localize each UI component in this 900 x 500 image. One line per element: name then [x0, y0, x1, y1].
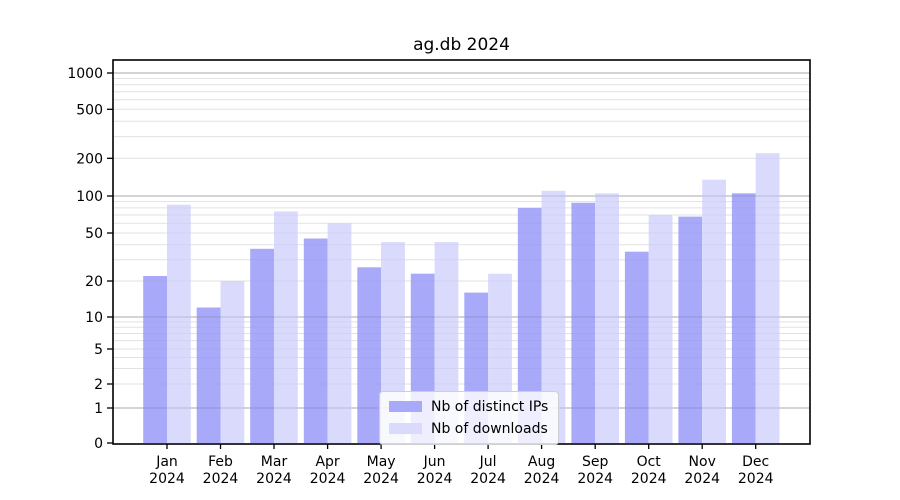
legend-swatch — [389, 423, 422, 434]
x-tick-label: May — [367, 454, 396, 470]
y-tick-label: 2 — [94, 377, 103, 393]
x-tick-label-year: 2024 — [363, 471, 399, 487]
bar — [167, 204, 191, 443]
x-tick-label: Dec — [742, 454, 769, 470]
y-tick-label: 10 — [85, 310, 103, 326]
bar — [678, 216, 703, 443]
x-tick-label: Sep — [582, 454, 609, 470]
y-tick-label: 100 — [76, 189, 103, 205]
legend-label: Nb of downloads — [431, 420, 548, 437]
x-tick-label: Nov — [689, 454, 716, 470]
x-tick-label: Oct — [637, 454, 662, 470]
bar — [250, 248, 274, 443]
y-tick-label: 5 — [94, 342, 103, 358]
x-tick-label-year: 2024 — [684, 471, 720, 487]
bar — [731, 193, 756, 443]
legend-swatch — [389, 401, 422, 412]
bar — [143, 276, 167, 443]
bar — [303, 238, 328, 443]
bar — [220, 281, 245, 443]
x-tick-label-year: 2024 — [631, 471, 667, 487]
grid-overlay — [113, 72, 810, 409]
y-tick-label: 0 — [94, 436, 103, 452]
y-tick-label: 50 — [85, 226, 103, 242]
x-tick-label-year: 2024 — [738, 471, 774, 487]
bar — [595, 193, 619, 443]
bar — [648, 215, 673, 443]
legend-label: Nb of distinct IPs — [431, 398, 549, 415]
x-tick-label: Mar — [261, 454, 288, 470]
legend: Nb of distinct IPs Nb of downloads — [379, 391, 560, 445]
x-tick-label-year: 2024 — [577, 471, 613, 487]
x-tick-label: Jun — [423, 454, 446, 470]
bar — [274, 211, 298, 443]
y-axis-ticks: 0 1 2 5 10 20 50 100 200 500 1000 — [67, 66, 113, 452]
x-tick-label-year: 2024 — [203, 471, 239, 487]
legend-item: Nb of downloads — [389, 419, 548, 438]
x-tick-label-year: 2024 — [524, 471, 560, 487]
x-axis-ticks: Jan2024Feb2024Mar2024Apr2024May2024Jun20… — [149, 444, 774, 487]
y-tick-label: 1 — [94, 401, 103, 417]
x-tick-label-year: 2024 — [256, 471, 292, 487]
y-tick-label: 500 — [76, 102, 103, 118]
chart-title: ag.db 2024 — [413, 35, 510, 55]
bar — [517, 207, 542, 443]
x-tick-label: Apr — [315, 454, 339, 470]
y-tick-label: 20 — [85, 274, 103, 290]
bar — [624, 251, 649, 443]
x-tick-label: Feb — [208, 454, 233, 470]
x-tick-label-year: 2024 — [470, 471, 506, 487]
legend-item: Nb of distinct IPs — [389, 397, 548, 416]
bar — [541, 190, 566, 443]
bar — [571, 202, 596, 443]
x-tick-label-year: 2024 — [149, 471, 185, 487]
x-tick-label: Jul — [479, 454, 497, 470]
x-tick-label: Jan — [155, 454, 178, 470]
bar — [755, 153, 780, 443]
x-tick-label: Aug — [528, 454, 555, 470]
bar — [702, 179, 726, 443]
x-tick-label-year: 2024 — [417, 471, 453, 487]
bar — [327, 223, 352, 443]
bar — [357, 267, 382, 443]
x-tick-label-year: 2024 — [310, 471, 346, 487]
y-tick-label: 200 — [76, 151, 103, 167]
y-tick-label: 1000 — [67, 66, 103, 82]
bar — [196, 307, 221, 443]
